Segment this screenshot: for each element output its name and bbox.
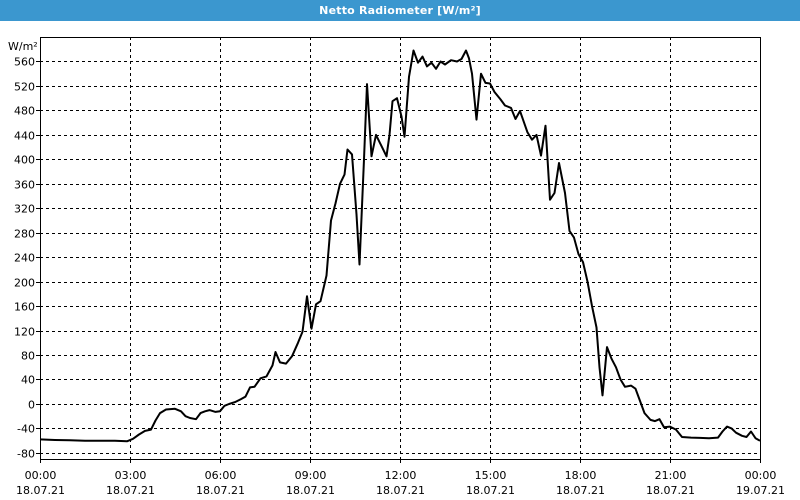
x-axis: 00:00 18.07.21 03:00 18.07.21 06:00 18.07.21 0… bbox=[16, 459, 785, 497]
y-tick-label: 120 bbox=[14, 326, 35, 339]
y-axis: -80 -40 0 40 80 120 160 200 240 280 320 360 400 440 48… bbox=[14, 56, 40, 461]
x-tick-label-time: 12:00 bbox=[385, 469, 417, 482]
y-tick-label: 560 bbox=[14, 56, 35, 69]
x-tick-label-date: 18.07.21 bbox=[286, 484, 335, 497]
y-tick-label: 40 bbox=[21, 374, 35, 387]
y-tick-label: -40 bbox=[17, 423, 35, 436]
x-tick-label-date: 19.07.21 bbox=[736, 484, 785, 497]
y-tick-label: 520 bbox=[14, 81, 35, 94]
series-line bbox=[39, 49, 761, 443]
x-tick-label-date: 18.07.21 bbox=[466, 484, 515, 497]
y-tick-label: 160 bbox=[14, 301, 35, 314]
x-tick-label-time: 21:00 bbox=[655, 469, 687, 482]
x-tick-label-date: 18.07.21 bbox=[196, 484, 245, 497]
y-tick-label: 0 bbox=[28, 399, 35, 412]
x-tick-label-time: 00:00 bbox=[25, 469, 57, 482]
x-tick-label-time: 09:00 bbox=[295, 469, 327, 482]
y-tick-label: 360 bbox=[14, 179, 35, 192]
x-tick-label-time: 00:00 bbox=[745, 469, 777, 482]
x-tick-label-time: 15:00 bbox=[475, 469, 507, 482]
x-tick-label-date: 18.07.21 bbox=[16, 484, 65, 497]
series bbox=[39, 49, 761, 443]
y-tick-label: 80 bbox=[21, 350, 35, 363]
y-tick-label: 280 bbox=[14, 228, 35, 241]
y-tick-label: 320 bbox=[14, 203, 35, 216]
x-tick-label-date: 18.07.21 bbox=[556, 484, 605, 497]
y-tick-label: 240 bbox=[14, 252, 35, 265]
y-tick-label: 480 bbox=[14, 105, 35, 118]
x-tick-label-date: 18.07.21 bbox=[646, 484, 695, 497]
x-tick-label-date: 18.07.21 bbox=[106, 484, 155, 497]
x-tick-label-date: 18.07.21 bbox=[376, 484, 425, 497]
grid bbox=[40, 37, 760, 459]
y-tick-label: 400 bbox=[14, 154, 35, 167]
y-tick-label: -80 bbox=[17, 448, 35, 461]
y-tick-label: 440 bbox=[14, 130, 35, 143]
x-tick-label-time: 06:00 bbox=[205, 469, 237, 482]
y-axis-label: W/m² bbox=[8, 40, 38, 53]
x-tick-label-time: 03:00 bbox=[115, 469, 147, 482]
x-tick-label-time: 18:00 bbox=[565, 469, 597, 482]
window-title: Netto Radiometer [W/m²] bbox=[0, 0, 800, 21]
y-tick-label: 200 bbox=[14, 277, 35, 290]
